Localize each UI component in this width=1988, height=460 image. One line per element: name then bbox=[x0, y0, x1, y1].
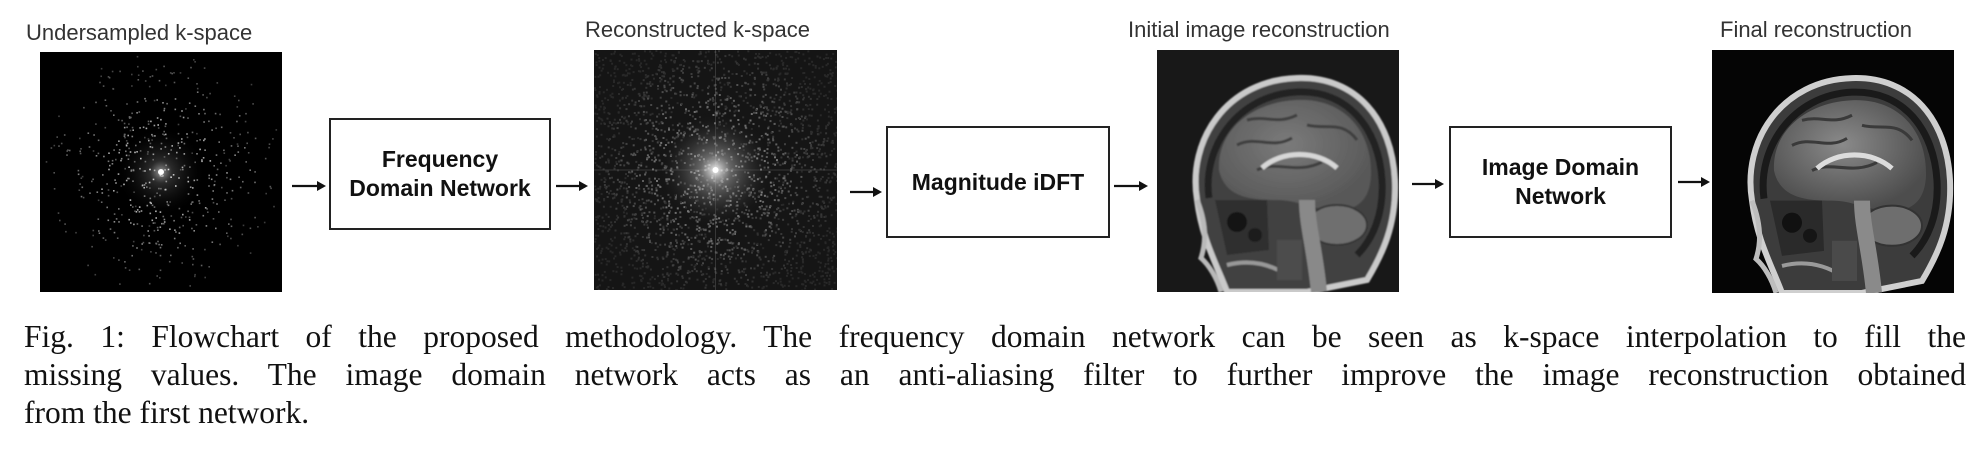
caption-line-1: Fig. 1: Flowchart of the proposed method… bbox=[24, 319, 1966, 354]
undersampled-kspace-label: Undersampled k-space bbox=[26, 20, 253, 45]
image-domain-network-box: Image Domain Network bbox=[1449, 126, 1672, 238]
frequency-domain-network-box: Frequency Domain Network bbox=[329, 118, 551, 230]
idft-box-label: Magnitude iDFT bbox=[911, 168, 1085, 195]
arrow-3 bbox=[850, 187, 882, 197]
flowchart: Undersampled k-space Frequency Domain Ne… bbox=[26, 17, 1954, 293]
arrow-5 bbox=[1412, 179, 1444, 189]
reconstructed-kspace-image bbox=[594, 50, 837, 290]
undersampled-kspace-image bbox=[40, 52, 282, 292]
final-reconstruction-label: Final reconstruction bbox=[1720, 17, 1912, 42]
caption-line-3: from the first network. bbox=[24, 395, 310, 430]
magnitude-idft-box: Magnitude iDFT bbox=[886, 126, 1110, 238]
arrow-1 bbox=[292, 181, 326, 191]
initial-reconstruction-image bbox=[1157, 50, 1399, 292]
image-domain-box-line2: Network bbox=[1515, 183, 1606, 209]
arrow-4 bbox=[1114, 181, 1148, 191]
figure-caption: Fig. 1: Flowchart of the proposed method… bbox=[24, 318, 1966, 432]
frequency-box-line2: Domain Network bbox=[349, 175, 531, 201]
frequency-box-line1: Frequency bbox=[381, 146, 499, 172]
arrow-2 bbox=[556, 181, 588, 191]
image-domain-box-line1: Image Domain bbox=[1481, 154, 1640, 180]
caption-line-2: missing values. The image domain network… bbox=[24, 357, 1966, 392]
reconstructed-kspace-label: Reconstructed k-space bbox=[585, 17, 810, 42]
arrow-6 bbox=[1678, 177, 1710, 187]
initial-reconstruction-label: Initial image reconstruction bbox=[1128, 17, 1390, 42]
final-reconstruction-image bbox=[1712, 50, 1954, 293]
